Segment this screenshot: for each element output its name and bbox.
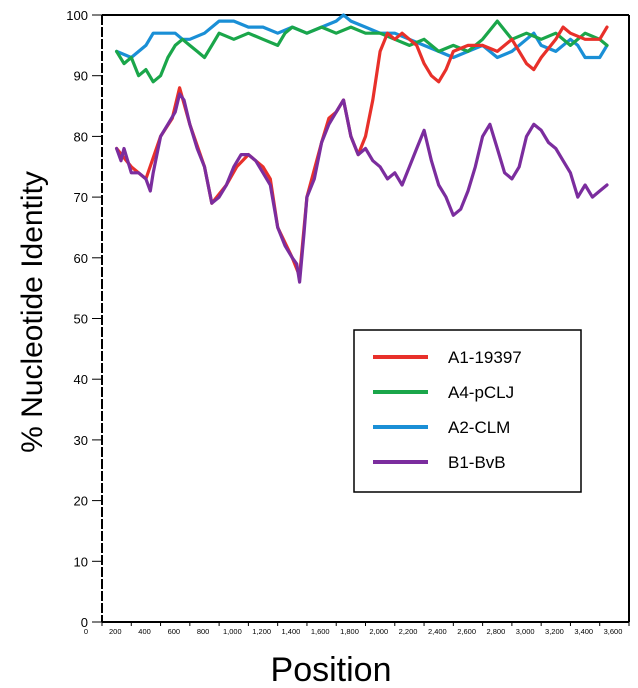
x-tick-label: 2,800 <box>486 627 505 636</box>
y-tick-label: 40 <box>74 372 88 387</box>
x-tick-label: 2,400 <box>428 627 447 636</box>
legend-label: A4-pCLJ <box>448 383 514 402</box>
x-tick-label: 3,000 <box>516 627 535 636</box>
legend-label: A1-19397 <box>448 348 522 367</box>
x-tick-label: 1,800 <box>340 627 359 636</box>
plot-frame <box>101 14 630 623</box>
y-tick-label: 50 <box>74 312 88 327</box>
x-tick-label: 1,200 <box>252 627 271 636</box>
legend-label: A2-CLM <box>448 418 510 437</box>
x-tick-label: 1,000 <box>223 627 242 636</box>
x-axis: 0 200 400 600 800 1,000 1,200 1,400 1,600 1,800 2,… <box>84 622 630 636</box>
x-tick-label: 2,200 <box>399 627 418 636</box>
series-line-b1-bvb <box>115 92 609 284</box>
y-tick-label: 20 <box>74 494 88 509</box>
x-tick-label: 0 <box>84 627 88 636</box>
y-tick-label: 10 <box>74 554 88 569</box>
x-tick-label: 2,000 <box>369 627 388 636</box>
y-tick-label: 80 <box>74 129 88 144</box>
x-tick-label: 2,600 <box>457 627 476 636</box>
x-tick-label: 600 <box>168 627 181 636</box>
x-tick-label: 3,200 <box>545 627 564 636</box>
y-tick-label: 30 <box>74 433 88 448</box>
x-tick-label: 3,400 <box>574 627 593 636</box>
y-tick-label: 60 <box>74 251 88 266</box>
y-axis-title: % Nucleotide Identity <box>16 171 49 453</box>
legend: A1-19397 A4-pCLJ A2-CLM B1-BvB <box>353 329 582 493</box>
y-tick-label: 90 <box>74 69 88 84</box>
x-tick-label: 1,400 <box>282 627 301 636</box>
y-axis: 0 10 20 30 40 50 60 70 80 90 100 <box>66 8 102 630</box>
x-tick-label: 800 <box>197 627 210 636</box>
x-tick-label: 200 <box>109 627 122 636</box>
x-tick-label: 1,600 <box>311 627 330 636</box>
y-tick-label: 70 <box>74 190 88 205</box>
series-layer <box>115 13 609 284</box>
legend-label: B1-BvB <box>448 453 506 472</box>
x-tick-label: 400 <box>138 627 151 636</box>
y-tick-label: 100 <box>66 8 88 23</box>
x-tick-label: 3,600 <box>604 627 623 636</box>
x-axis-title: Position <box>271 651 392 688</box>
y-tick-label: 0 <box>81 615 88 630</box>
series-line-a4-pclj <box>115 19 609 84</box>
